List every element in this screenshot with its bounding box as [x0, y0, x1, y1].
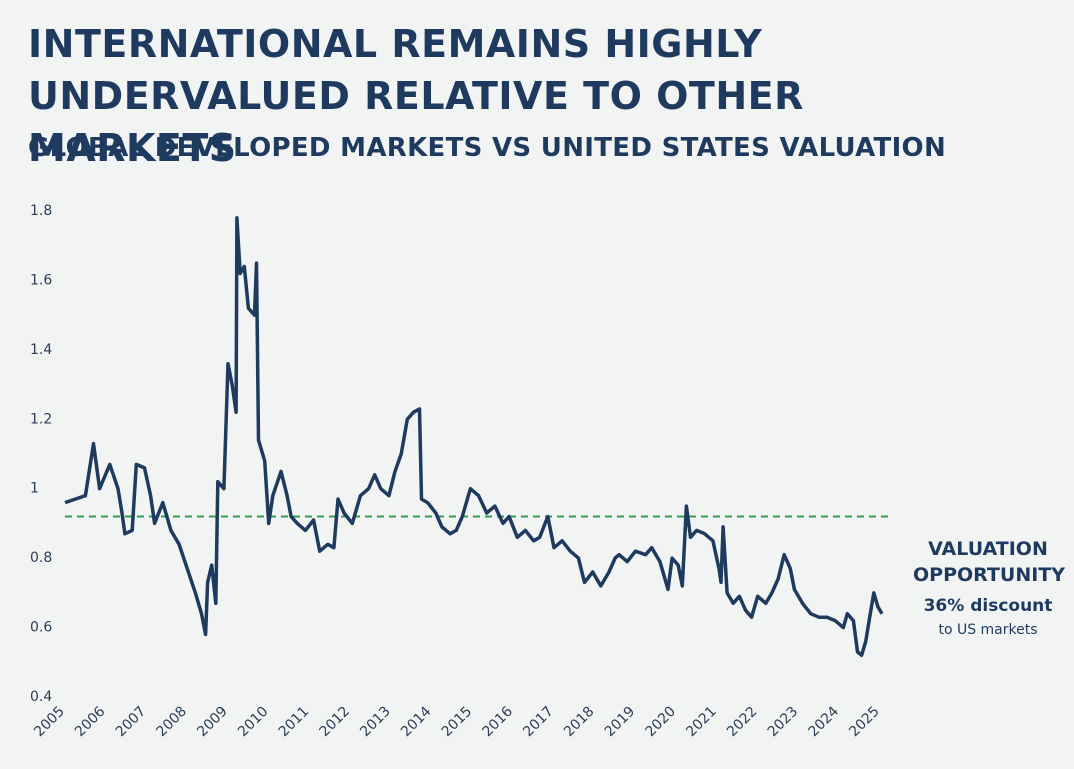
x-tick-label: 2011 [276, 704, 313, 741]
annotation-highlight: 36% discount [923, 596, 1053, 616]
x-tick-label: 2023 [765, 704, 802, 741]
x-tick-label: 2008 [154, 704, 191, 741]
x-tick-label: 2022 [724, 704, 761, 741]
y-tick-label: 1.4 [30, 342, 52, 358]
y-tick-label: 0.8 [30, 550, 52, 566]
x-tick-label: 2019 [602, 704, 639, 741]
annotation-heading: VALUATION OPPORTUNITY [913, 538, 1066, 586]
x-tick-label: 2025 [846, 704, 883, 741]
y-tick-label: 1.2 [30, 411, 52, 427]
annotation-note: to US markets [938, 622, 1038, 638]
y-tick-label: 1.6 [30, 272, 52, 288]
x-tick-label: 2014 [398, 703, 435, 740]
x-tick-label: 2021 [683, 704, 720, 741]
x-tick-label: 2015 [439, 704, 476, 741]
chart-title: INTERNATIONAL REMAINS HIGHLY UNDERVALUED… [28, 22, 804, 170]
annotation: VALUATION OPPORTUNITY 36% discount to US… [900, 536, 1074, 638]
x-tick-label: 2005 [31, 704, 68, 741]
x-tick-label: 2007 [113, 704, 150, 741]
y-tick-label: 0.4 [30, 689, 52, 705]
y-tick-label: 1 [30, 481, 39, 497]
x-tick-label: 2010 [235, 704, 272, 741]
x-tick-label: 2012 [317, 704, 354, 741]
x-tick-label: 2016 [480, 703, 517, 740]
y-tick-label: 1.8 [30, 203, 52, 219]
x-tick-label: 2024 [805, 703, 842, 740]
data-line [64, 216, 884, 658]
x-tick-label: 2020 [643, 704, 680, 741]
x-tick-label: 2006 [72, 703, 109, 740]
y-tick-label: 0.6 [30, 620, 52, 636]
x-tick-label: 2009 [194, 704, 231, 741]
x-tick-label: 2013 [357, 704, 394, 741]
chart-subtitle: GLOBAL DEVELOPED MARKETS VS UNITED STATE… [28, 133, 946, 163]
x-tick-label: 2017 [520, 704, 557, 741]
x-tick-label: 2018 [561, 704, 598, 741]
